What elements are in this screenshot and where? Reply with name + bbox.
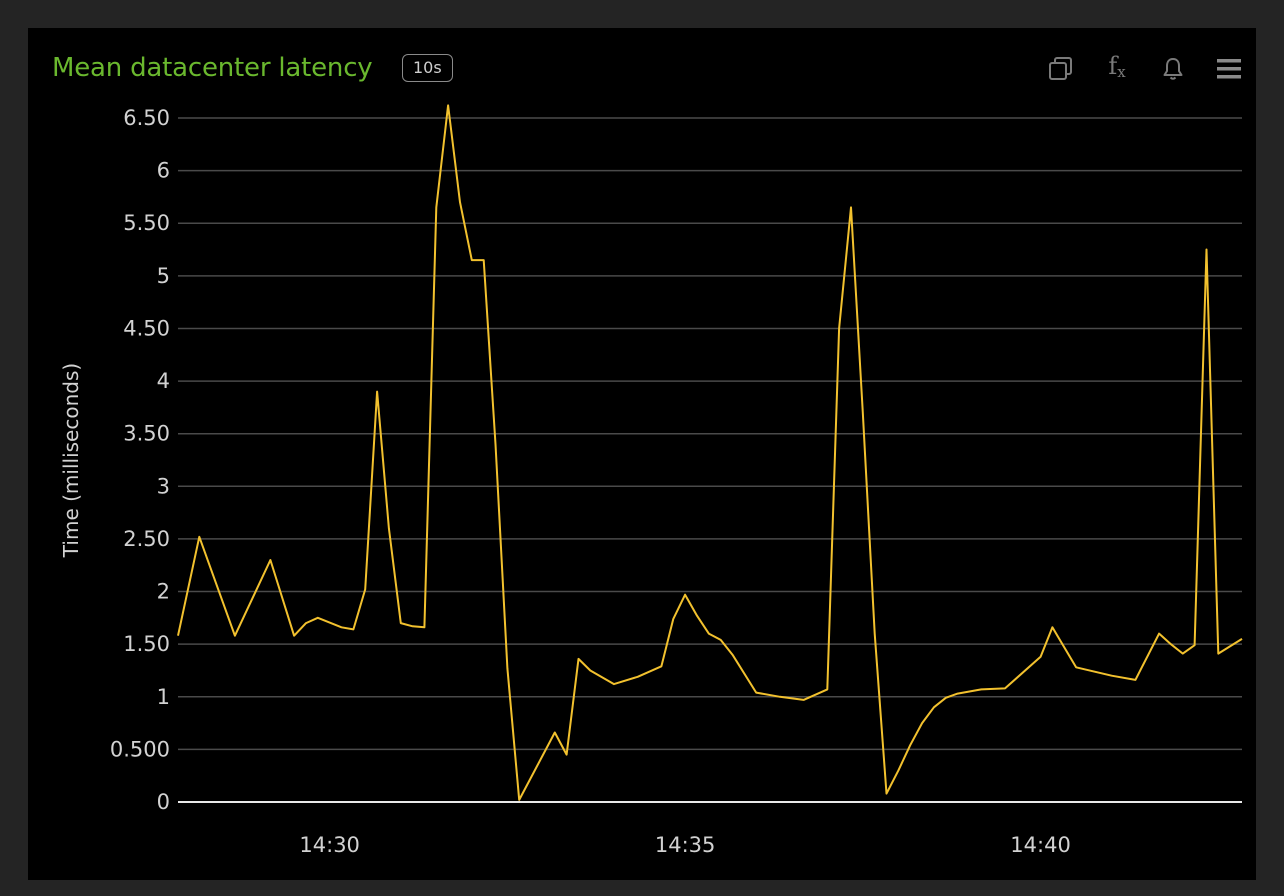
y-tick-label: 6.50 xyxy=(123,106,170,130)
function-icon[interactable]: fx xyxy=(1108,52,1126,81)
x-tick-label: 14:35 xyxy=(655,833,716,857)
y-tick-label: 6 xyxy=(157,159,170,183)
chart-panel: Mean datacenter latency 10s fx 0 0.500 xyxy=(28,28,1256,880)
y-axis-label: Time (milliseconds) xyxy=(59,363,83,558)
y-tick-label: 4.50 xyxy=(123,316,170,340)
latency-chart: 0 0.500 1 1.50 2 2.50 3 3.50 4 4.50 5 5.50 6 6.50 14:3… xyxy=(59,104,1243,857)
y-tick-label: 5.50 xyxy=(123,211,170,235)
menu-icon[interactable] xyxy=(1214,54,1244,84)
y-tick-label: 1 xyxy=(157,685,170,709)
y-tick-label: 0 xyxy=(157,790,170,814)
y-tick-label: 5 xyxy=(157,264,170,288)
y-tick-label: 3 xyxy=(157,474,170,498)
bell-icon[interactable] xyxy=(1158,54,1188,84)
panel-toolbar: fx xyxy=(1046,52,1246,84)
y-tick-label: 2 xyxy=(157,580,170,604)
y-tick-label: 3.50 xyxy=(123,422,170,446)
y-tick-label: 0.500 xyxy=(110,737,170,761)
x-tick-label: 14:40 xyxy=(1010,833,1071,857)
duplicate-icon[interactable] xyxy=(1046,54,1076,84)
y-tick-label: 2.50 xyxy=(123,527,170,551)
panel-title[interactable]: Mean datacenter latency xyxy=(52,53,373,83)
latency-series-line xyxy=(177,104,1243,801)
y-tick-label: 4 xyxy=(157,369,170,393)
interval-badge: 10s xyxy=(402,54,453,82)
y-tick-label: 1.50 xyxy=(123,632,170,656)
x-tick-label: 14:30 xyxy=(299,833,360,857)
